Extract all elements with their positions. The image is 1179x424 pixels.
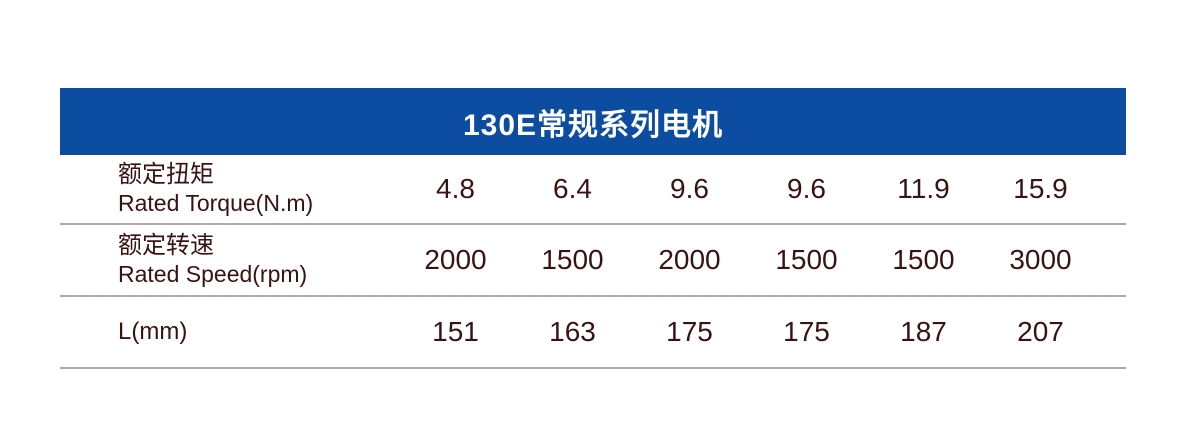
motor-spec-table: 130E常规系列电机 额定扭矩 Rated Torque(N.m) 4.8 6.…	[60, 88, 1126, 369]
torque-value-1: 4.8	[436, 173, 475, 204]
torque-value-3: 9.6	[670, 173, 709, 204]
length-value-1: 151	[432, 316, 479, 347]
row-label-en: Rated Speed(rpm)	[118, 260, 308, 287]
speed-value-5: 1500	[892, 244, 955, 275]
row-label-zh: 额定扭矩	[118, 161, 214, 189]
length-value-3: 175	[666, 316, 713, 347]
length-value-6: 207	[1017, 316, 1064, 347]
length-value-4: 175	[783, 316, 830, 347]
length-value-5: 187	[900, 316, 947, 347]
row-label-zh: 额定转速	[118, 232, 214, 260]
table-header-bar: 130E常规系列电机	[60, 88, 1126, 155]
row-label-en: Rated Torque(N.m)	[118, 189, 314, 216]
torque-value-6: 15.9	[1013, 173, 1068, 204]
row-label-rated-speed: 额定转速 Rated Speed(rpm)	[60, 232, 397, 287]
speed-value-6: 3000	[1009, 244, 1072, 275]
length-value-2: 163	[549, 316, 596, 347]
row-label-rated-torque: 额定扭矩 Rated Torque(N.m)	[60, 161, 397, 216]
torque-value-4: 9.6	[787, 173, 826, 204]
speed-value-3: 2000	[658, 244, 721, 275]
row-label-length: L(mm)	[60, 318, 397, 346]
table-row-rated-speed: 额定转速 Rated Speed(rpm) 2000 1500 2000 150…	[60, 225, 1126, 297]
speed-value-4: 1500	[775, 244, 838, 275]
table-title: 130E常规系列电机	[462, 108, 724, 142]
row-label-zh: L(mm)	[118, 317, 188, 345]
table-row-length: L(mm) 151 163 175 175 187 207	[60, 297, 1126, 369]
torque-value-5: 11.9	[897, 173, 950, 204]
torque-value-2: 6.4	[553, 173, 592, 204]
speed-value-2: 1500	[541, 244, 604, 275]
speed-value-1: 2000	[424, 244, 487, 275]
table-row-rated-torque: 额定扭矩 Rated Torque(N.m) 4.8 6.4 9.6 9.6 1…	[60, 155, 1126, 225]
